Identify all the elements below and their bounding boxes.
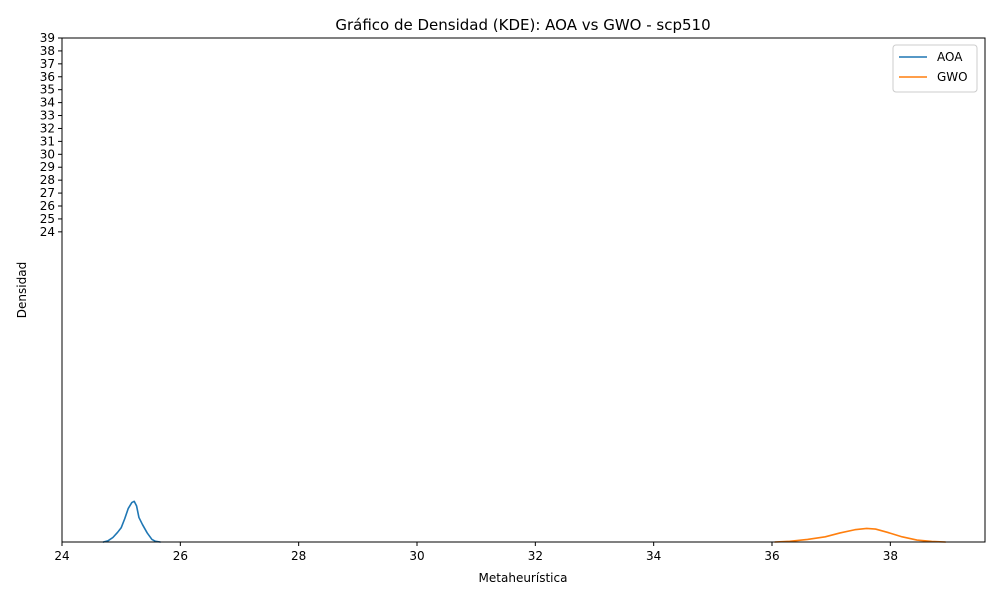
y-tick-label: 24 [40, 225, 55, 239]
y-tick-label: 29 [40, 160, 55, 174]
x-tick-label: 28 [291, 549, 306, 563]
y-tick-label: 31 [40, 134, 55, 148]
y-tick-label: 26 [40, 199, 55, 213]
x-axis-title: Metaheurística [479, 571, 568, 585]
y-tick-label: 37 [40, 57, 55, 71]
legend: AOA GWO [892, 44, 978, 93]
x-tick-label: 30 [409, 549, 424, 563]
y-tick-label: 35 [40, 83, 55, 97]
y-tick-label: 38 [40, 44, 55, 58]
series-line-gwo [774, 527, 947, 543]
x-tick-label: 36 [764, 549, 779, 563]
x-tick-label: 38 [883, 549, 898, 563]
y-tick-label: 32 [40, 121, 55, 135]
x-tick-label: 26 [173, 549, 188, 563]
y-tick-label: 39 [40, 31, 55, 45]
axes-frame [61, 37, 986, 543]
y-tick-label: 34 [40, 96, 55, 110]
y-tick-label: 27 [40, 186, 55, 200]
y-tick-label: 25 [40, 212, 55, 226]
y-tick-label: 30 [40, 147, 55, 161]
legend-label-aoa: AOA [937, 50, 963, 64]
chart-title: Gráfico de Densidad (KDE): AOA vs GWO - … [335, 16, 710, 34]
y-tick-label: 36 [40, 70, 55, 84]
legend-label-gwo: GWO [937, 70, 968, 84]
x-tick-label: 24 [54, 549, 69, 563]
y-axis-title: Densidad [15, 262, 29, 318]
y-tick-label: 33 [40, 109, 55, 123]
legend-box [892, 44, 978, 93]
plot-area: 24 26 28 30 32 34 36 38242526272829303132333435… [40, 31, 986, 563]
x-tick-label: 32 [528, 549, 543, 563]
x-tick-label: 34 [646, 549, 661, 563]
y-tick-label: 28 [40, 173, 55, 187]
series-line-aoa [102, 500, 162, 543]
